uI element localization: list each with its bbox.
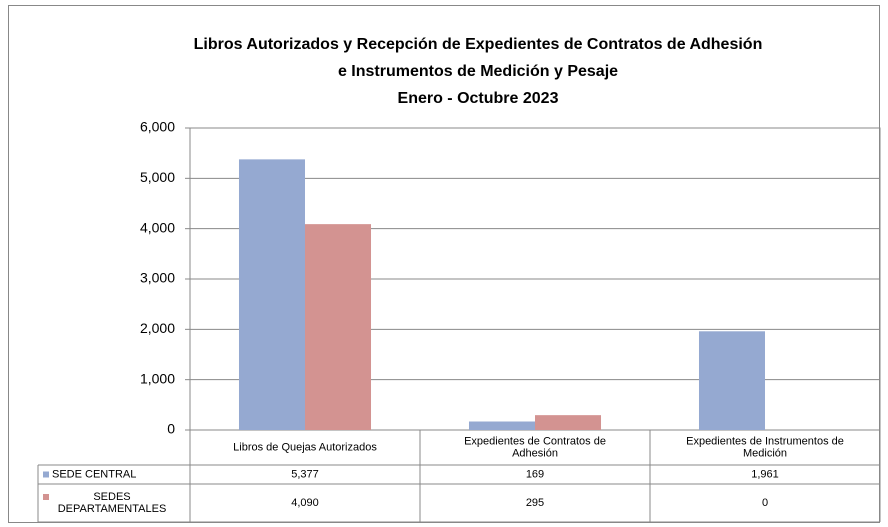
legend-label: SEDE CENTRAL xyxy=(52,468,136,480)
y-tick-label: 6,000 xyxy=(140,119,175,135)
y-tick-label: 2,000 xyxy=(140,320,175,336)
legend-swatch xyxy=(43,494,49,500)
chart-border xyxy=(8,5,880,523)
x-tick-label: Adhesión xyxy=(512,447,558,459)
legend-swatch xyxy=(43,471,49,478)
bar xyxy=(238,159,305,430)
x-tick-label: Medición xyxy=(743,447,787,459)
x-tick-label: Libros de Quejas Autorizados xyxy=(233,441,377,453)
data-label: 1,961 xyxy=(751,468,779,480)
y-tick-label: 3,000 xyxy=(140,270,175,286)
legend-label: DEPARTAMENTALES xyxy=(58,503,167,515)
data-label: 5,377 xyxy=(291,468,319,480)
x-tick-label: Expedientes de Instrumentos de xyxy=(686,435,844,447)
chart-title: Libros Autorizados y Recepción de Expedi… xyxy=(194,36,763,53)
bar xyxy=(535,415,602,430)
bar xyxy=(698,331,765,430)
data-label: 4,090 xyxy=(291,497,319,509)
legend-label: SEDES xyxy=(93,491,130,503)
bar xyxy=(305,224,372,430)
y-tick-label: 5,000 xyxy=(140,169,175,185)
x-tick-label: Expedientes de Contratos de xyxy=(464,435,606,447)
data-label: 169 xyxy=(526,468,544,480)
y-tick-label: 1,000 xyxy=(140,370,175,386)
data-label: 295 xyxy=(526,497,544,509)
bar xyxy=(468,421,535,430)
y-tick-label: 0 xyxy=(167,421,175,437)
chart-title: Enero - Octubre 2023 xyxy=(398,90,559,107)
y-tick-label: 4,000 xyxy=(140,219,175,235)
data-label: 0 xyxy=(762,497,768,509)
chart-title: e Instrumentos de Medición y Pesaje xyxy=(338,63,618,80)
